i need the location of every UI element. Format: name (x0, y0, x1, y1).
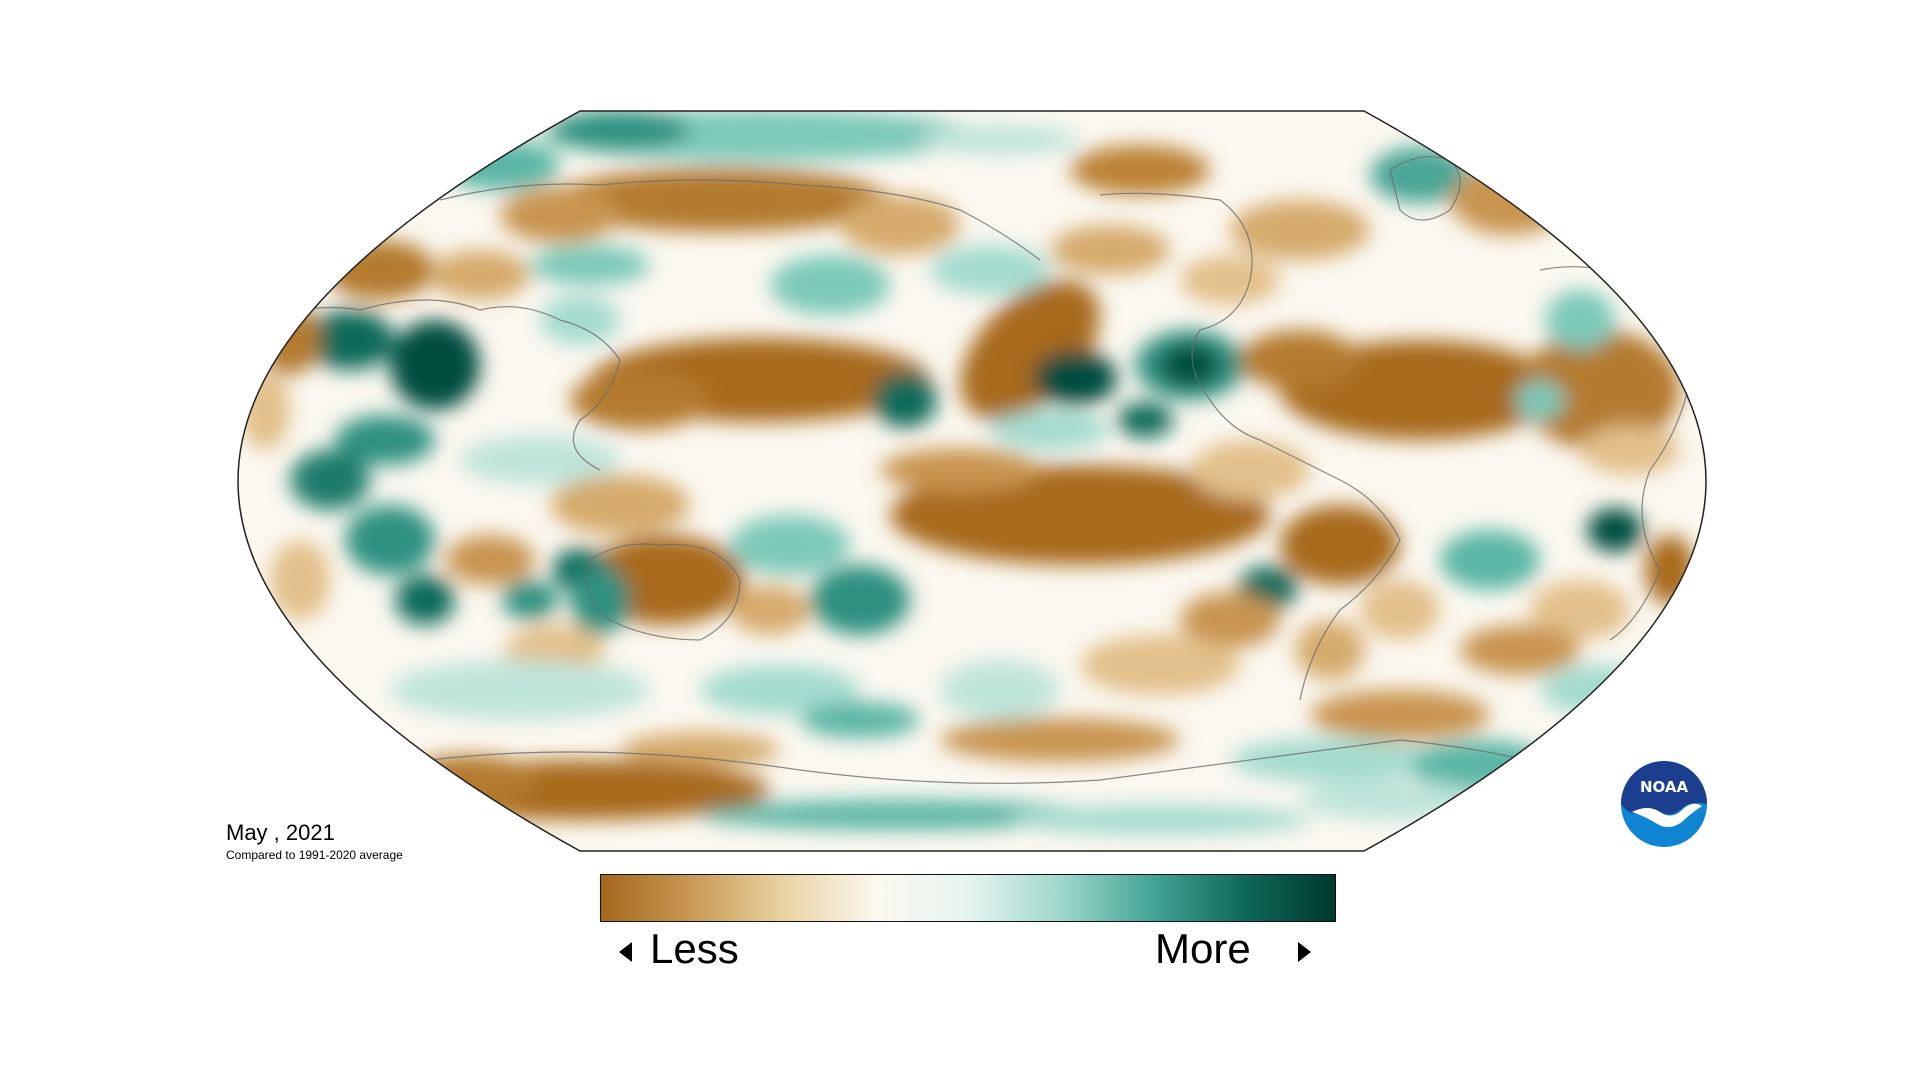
arrow-left-icon (619, 942, 632, 962)
map-outline (237, 110, 1707, 852)
arrow-right-icon (1298, 942, 1311, 962)
noaa-logo: NOAA (1621, 761, 1707, 847)
map-date-caption: May , 2021 (226, 820, 335, 845)
legend-more-label: More (1155, 925, 1251, 972)
legend-less-label: Less (650, 925, 739, 972)
precipitation-colorbar (600, 874, 1336, 922)
anomaly-field (238, 111, 1706, 851)
coastlines (249, 156, 1691, 784)
map-subcaption: Compared to 1991-2020 average (226, 848, 403, 862)
noaa-logo-text: NOAA (1640, 778, 1689, 796)
